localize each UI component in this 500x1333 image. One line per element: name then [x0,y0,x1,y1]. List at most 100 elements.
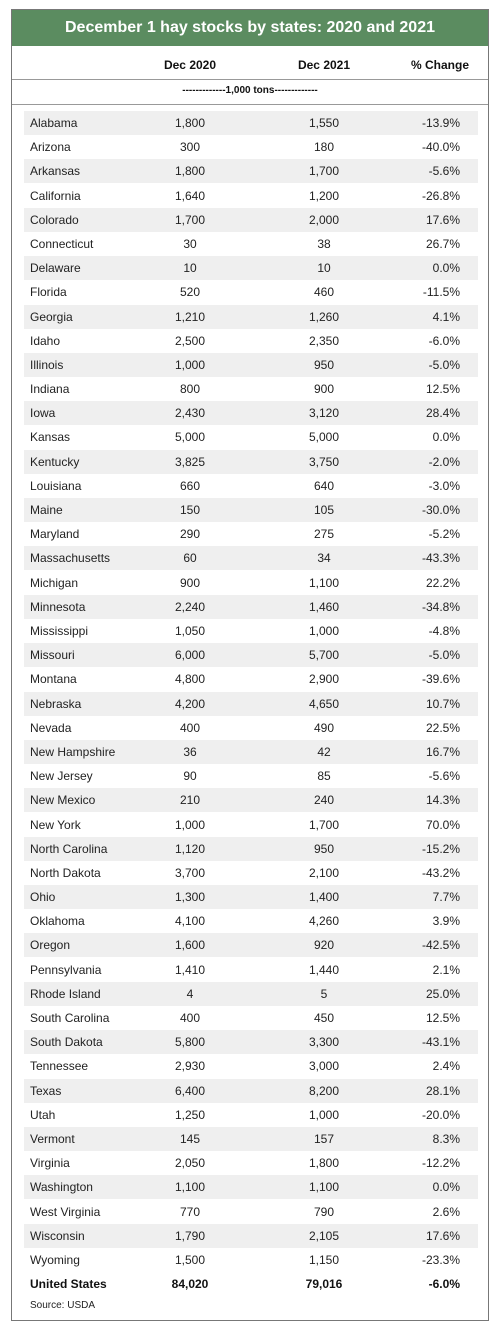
cell-value: -20.0% [421,1107,460,1122]
cell-value: 4,650 [308,696,340,711]
table-row: Wyoming 1,500 1,150 -23.3% [24,1248,478,1272]
cell-value: -6.0% [428,1277,460,1292]
state-name: Michigan [30,575,79,590]
cell-value: 210 [179,793,201,808]
cell-value: 1,210 [174,309,206,324]
state-name: Kansas [30,430,71,445]
table-row: Wisconsin 1,790 2,105 17.6% [24,1223,478,1248]
state-name: Massachusetts [30,551,111,566]
cell-value: 4 [186,986,194,1001]
state-name: West Virginia [30,1204,101,1219]
state-name: Colorado [30,212,79,227]
state-name: Virginia [30,1156,70,1171]
cell-value: 84,020 [171,1277,209,1292]
table-row: Iowa 2,430 3,120 28.4% [24,401,478,426]
cell-value: 1,260 [308,309,340,324]
state-name: Texas [30,1083,62,1098]
table-row: Florida 520 460 -11.5% [24,280,478,304]
cell-value: -40.0% [421,140,460,155]
table-row: Massachusetts 60 34 -43.3% [24,546,478,571]
table-row: Delaware 10 10 0.0% [24,256,478,281]
state-name: Washington [30,1180,93,1195]
cell-value: 1,000 [174,817,206,832]
cell-value: 450 [313,1011,335,1026]
cell-value: -5.0% [428,648,460,663]
cell-value: 460 [313,285,335,300]
cell-value: 17.6% [425,1228,460,1243]
cell-value: 10.7% [425,696,460,711]
table-row: Missouri 6,000 5,700 -5.0% [24,643,478,668]
cell-value: 145 [179,1131,201,1146]
table-row: Nebraska 4,200 4,650 10.7% [24,691,478,716]
table-row: Maryland 290 275 -5.2% [24,522,478,546]
cell-value: 1,410 [174,962,206,977]
state-name: Tennessee [30,1059,89,1074]
cell-value: 2.4% [432,1059,460,1074]
cell-value: 105 [313,503,335,518]
state-name: Alabama [30,116,78,130]
cell-value: 4.1% [432,309,460,324]
cell-value: 1,100 [308,1180,340,1195]
cell-value: 4,200 [174,696,206,711]
table-row: New Mexico 210 240 14.3% [24,788,478,813]
cell-value: 1,790 [174,1228,206,1243]
cell-value: 1,460 [308,599,340,614]
state-name: North Carolina [30,841,108,856]
cell-value: 85 [317,769,331,784]
state-name: Nevada [30,720,72,735]
table-row: Nevada 400 490 22.5% [24,716,478,740]
cell-value: 150 [179,503,201,518]
table-row: Maine 150 105 -30.0% [24,498,478,523]
state-name: Arizona [30,140,71,155]
cell-value: 900 [179,575,201,590]
cell-value: 14.3% [425,793,460,808]
cell-value: 400 [179,1011,201,1026]
state-name: Indiana [30,382,70,397]
cell-value: 30 [183,236,197,251]
cell-value: 3,300 [308,1035,340,1050]
cell-value: 90 [183,769,197,784]
cell-value: 1,500 [174,1252,206,1267]
cell-value: -5.6% [428,164,460,179]
table-row: Utah 1,250 1,000 -20.0% [24,1103,478,1127]
cell-value: 2,500 [174,333,206,348]
table-row: Tennessee 2,930 3,000 2.4% [24,1054,478,1078]
table-row: Ohio 1,300 1,400 7.7% [24,885,478,910]
cell-value: 2,930 [174,1059,206,1074]
cell-value: 1,600 [174,938,206,953]
cell-value: 920 [313,938,335,953]
divider [12,104,488,105]
column-header: Dec 2020 [163,58,217,72]
state-name: Rhode Island [30,986,101,1001]
table-row: Illinois 1,000 950 -5.0% [24,352,478,377]
cell-value: 0.0% [432,261,460,276]
state-name: California [30,188,81,203]
table-row: Washington 1,100 1,100 0.0% [24,1175,478,1200]
cell-value: 2,350 [308,333,340,348]
cell-value: 5,000 [174,430,206,445]
table-row: Georgia 1,210 1,260 4.1% [24,304,478,329]
state-name: Montana [30,672,77,687]
table-row: Texas 6,400 8,200 28.1% [24,1078,478,1103]
cell-value: 1,000 [174,357,206,372]
cell-value: 42 [317,744,331,759]
table-row: Oregon 1,600 920 -42.5% [24,933,478,958]
state-name: Maryland [30,527,80,542]
cell-value: -6.0% [428,333,460,348]
cell-value: -43.1% [421,1035,460,1050]
state-name: South Dakota [30,1035,103,1050]
cell-value: -30.0% [421,503,460,518]
table-row: Idaho 2,500 2,350 -6.0% [24,329,478,353]
table-row: Kentucky 3,825 3,750 -2.0% [24,449,478,474]
cell-value: 1,800 [174,116,206,130]
cell-value: 1,440 [308,962,340,977]
table-row: United States 84,020 79,016 -6.0% [24,1272,478,1296]
cell-value: 0.0% [432,430,460,445]
cell-value: 520 [179,285,201,300]
cell-value: 5,700 [308,648,340,663]
cell-value: 79,016 [305,1277,343,1292]
cell-value: 1,120 [174,841,206,856]
cell-value: -13.9% [421,116,460,130]
cell-value: 17.6% [425,212,460,227]
